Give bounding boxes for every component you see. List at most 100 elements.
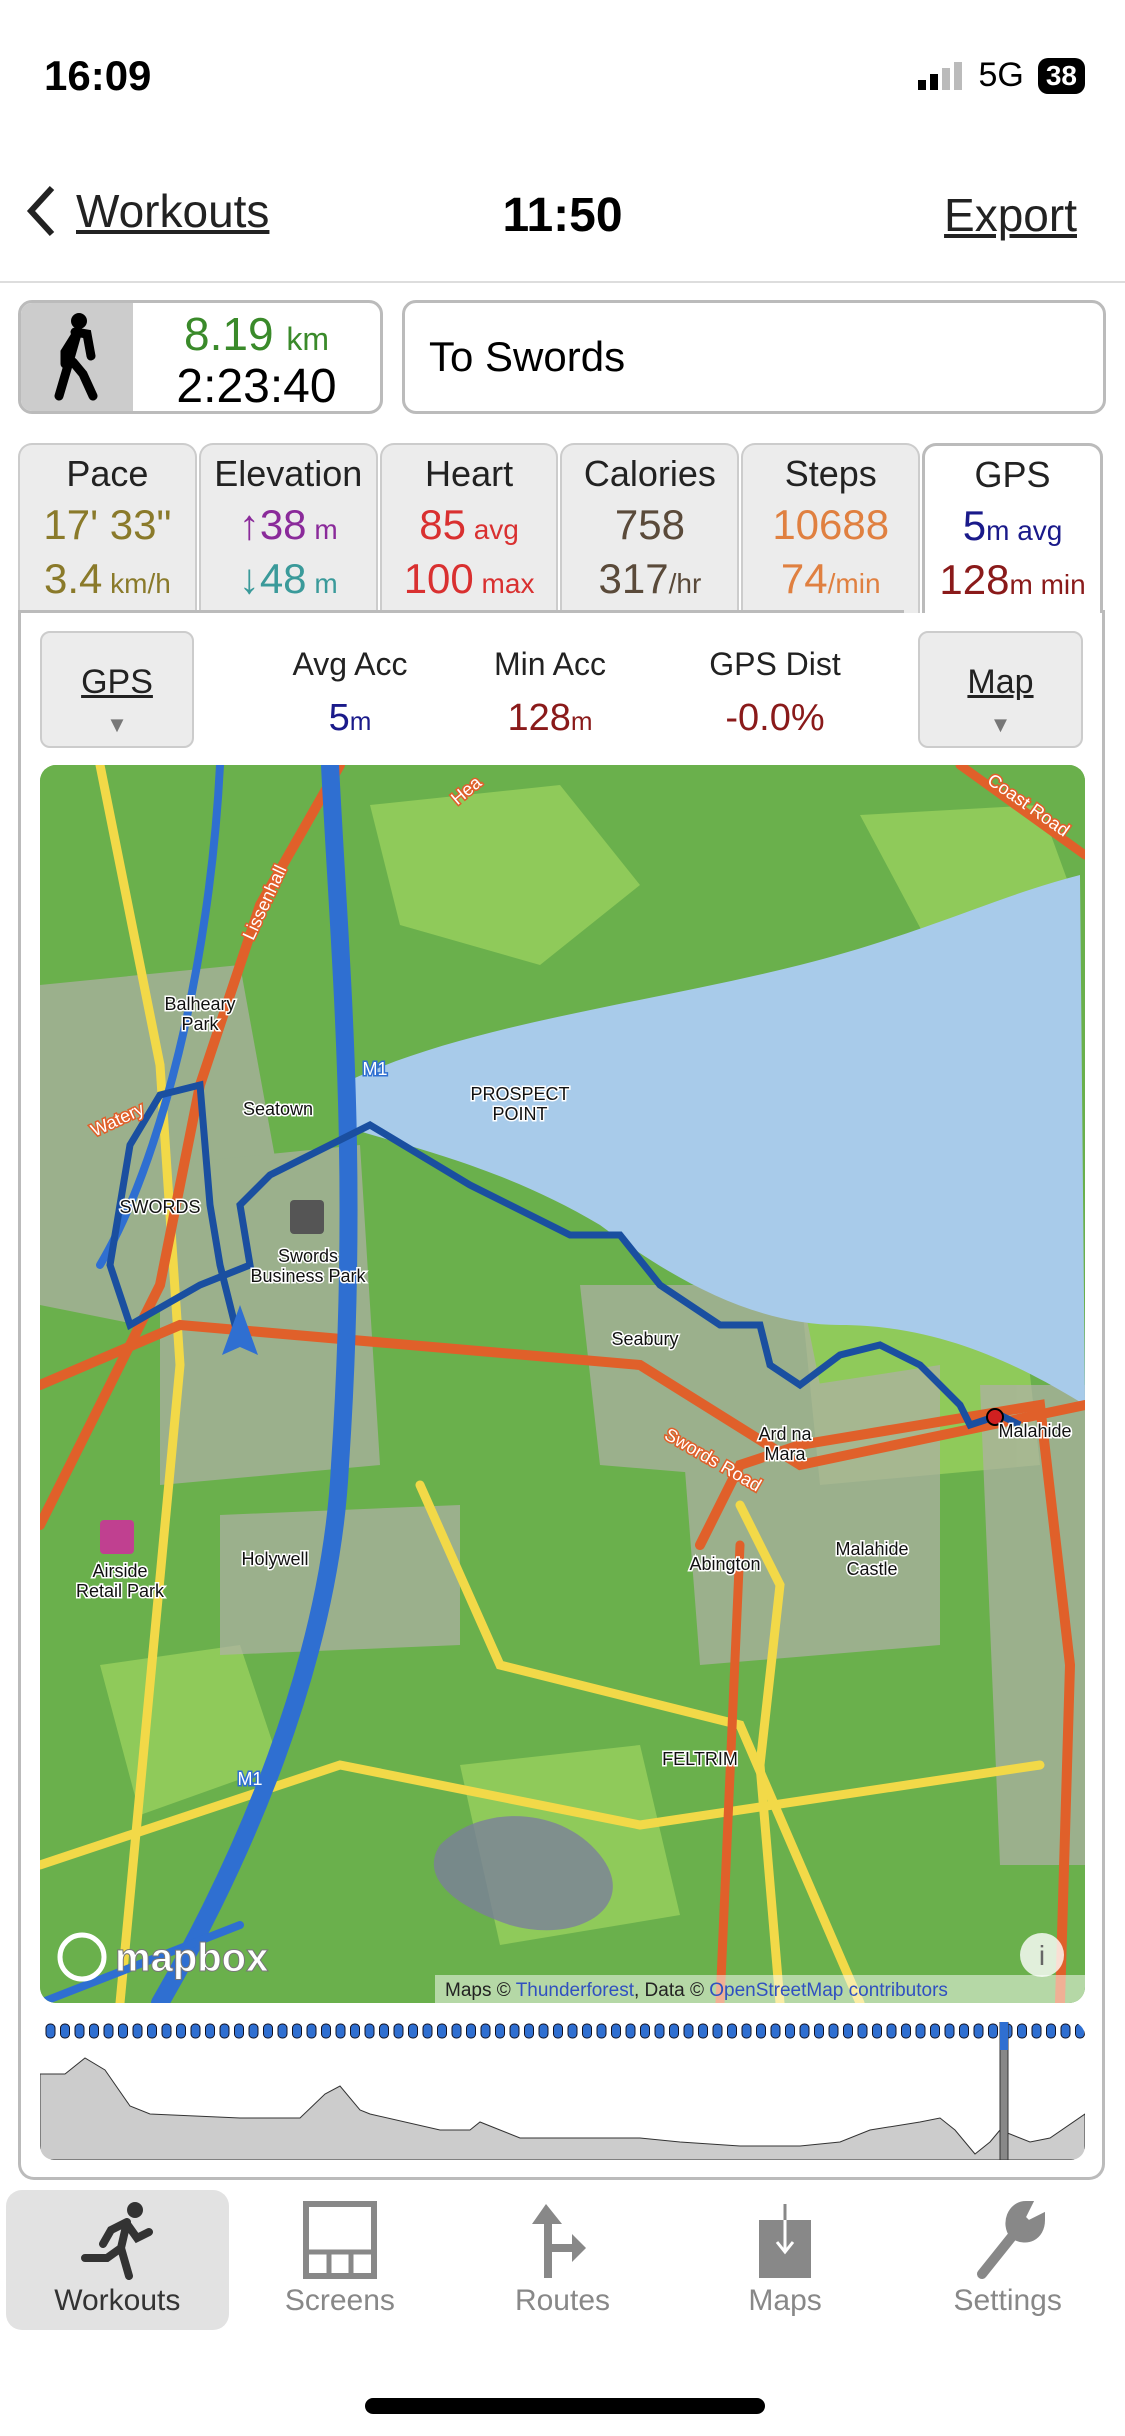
gps-dot xyxy=(292,2023,302,2039)
map-label: M1 xyxy=(237,1769,262,1789)
gps-dot xyxy=(741,2023,752,2039)
tab-title: Elevation xyxy=(214,453,363,494)
gps-dot xyxy=(495,2023,505,2039)
osm-link[interactable]: OpenStreetMap contributors xyxy=(709,1980,948,2001)
tab-screens[interactable]: Screens xyxy=(229,2190,452,2330)
gps-dot xyxy=(770,2023,781,2039)
gps-dot xyxy=(785,2023,795,2039)
gps-dot xyxy=(509,2023,520,2039)
route-end-marker xyxy=(986,1408,1004,1426)
signal-icon xyxy=(918,61,963,90)
dropdown-arrow-icon: ▼ xyxy=(106,712,128,737)
map-label: PROSPECT xyxy=(470,1084,569,1104)
wrench-icon xyxy=(976,2200,1045,2279)
tab-value-1: 85 xyxy=(419,501,466,548)
workout-name-field[interactable]: To Swords xyxy=(402,300,1106,414)
tab-elevation[interactable]: Elevation ↑38 m ↓48 m xyxy=(198,443,378,613)
gps-dot xyxy=(393,2023,404,2039)
elevation-profile[interactable] xyxy=(40,2022,1085,2160)
gps-dot xyxy=(669,2023,679,2039)
running-icon xyxy=(81,2202,154,2280)
panel-border xyxy=(18,610,904,613)
position-cursor[interactable] xyxy=(999,2022,1009,2160)
gps-dot xyxy=(234,2023,244,2039)
gps-dot xyxy=(814,2023,824,2039)
gps-dot xyxy=(379,2023,389,2039)
maps-download-icon xyxy=(759,2204,812,2278)
tab-steps[interactable]: Steps 10688 74/min xyxy=(741,443,921,613)
tab-unit-2: km/h xyxy=(102,568,171,599)
gps-dot xyxy=(45,2023,56,2039)
elevation-area xyxy=(40,2057,1085,2160)
tab-value-2: 3.4 xyxy=(43,555,103,602)
divider xyxy=(0,281,1125,283)
tab-title: Calories xyxy=(583,453,716,494)
map-label: Park xyxy=(181,1014,219,1034)
gps-dot xyxy=(205,2023,215,2039)
tab-label: Settings xyxy=(953,2284,1062,2317)
gps-dot xyxy=(176,2023,186,2039)
workout-summary[interactable]: 8.19 km 2:23:40 xyxy=(18,300,383,414)
gps-dot xyxy=(1046,2023,1056,2039)
gps-dot xyxy=(553,2023,563,2039)
gps-dot xyxy=(437,2023,447,2039)
avg-acc-stat: Avg Acc 5m xyxy=(250,646,450,740)
metric-tabs: Pace 17' 33" 3.4 km/h Elevation ↑38 m ↓48… xyxy=(18,443,1105,613)
map-label: Abington xyxy=(689,1554,760,1574)
tab-value-1: 17' 33" xyxy=(43,501,172,548)
tab-pace[interactable]: Pace 17' 33" 3.4 km/h xyxy=(18,443,197,613)
gps-dropdown-button[interactable]: GPS ▼ xyxy=(40,631,194,748)
tab-gps[interactable]: GPS 5m avg 128m min xyxy=(922,443,1103,613)
tab-settings[interactable]: Settings xyxy=(896,2190,1119,2330)
cursor-top xyxy=(1000,2022,1008,2050)
tab-value-2: 128 xyxy=(939,556,1010,603)
route-map[interactable]: Balheary Park Seatown SWORDS Watery Liss… xyxy=(40,765,1085,2003)
gps-dot xyxy=(480,2023,491,2039)
stat-value: 128 xyxy=(507,697,571,739)
map-label: Swords xyxy=(278,1246,338,1266)
map-label: Malahide xyxy=(998,1421,1071,1441)
tab-workouts[interactable]: Workouts xyxy=(6,2190,229,2330)
tab-routes[interactable]: Routes xyxy=(451,2190,674,2330)
gps-dot xyxy=(466,2023,476,2039)
map-label: Seabury xyxy=(611,1329,678,1349)
gps-dot xyxy=(988,2023,998,2039)
route-line xyxy=(106,1080,1022,1430)
back-button[interactable]: Workouts xyxy=(26,184,269,238)
tab-calories[interactable]: Calories 758 317/hr xyxy=(560,443,740,613)
gps-dot xyxy=(422,2023,433,2039)
export-button[interactable]: Export xyxy=(944,189,1077,241)
gps-dot xyxy=(698,2023,708,2039)
back-label: Workouts xyxy=(76,185,270,237)
tab-title: Pace xyxy=(66,453,149,494)
attr-data: , Data © xyxy=(634,1980,709,2001)
tab-maps[interactable]: Maps xyxy=(674,2190,897,2330)
gps-dot xyxy=(89,2023,99,2039)
map-label: Ard na xyxy=(758,1424,812,1444)
thunderforest-link[interactable]: Thunderforest xyxy=(516,1980,635,2001)
tab-unit-1: m avg xyxy=(986,515,1063,546)
tab-title: Heart xyxy=(425,453,514,494)
gps-dot xyxy=(103,2023,114,2039)
gps-dot xyxy=(321,2023,331,2039)
gps-dot xyxy=(973,2023,984,2039)
tab-bar: Workouts Screens Routes Maps Settings xyxy=(0,2190,1125,2330)
tab-heart[interactable]: Heart 85 avg 100 max xyxy=(379,443,559,613)
map-label: M1 xyxy=(362,1059,387,1079)
tab-title: GPS xyxy=(974,454,1051,495)
status-icons: 5G 38 xyxy=(918,56,1085,95)
gps-dot xyxy=(335,2023,346,2039)
map-dropdown-button[interactable]: Map ▼ xyxy=(918,631,1083,748)
gps-dot xyxy=(756,2023,766,2039)
gps-dot xyxy=(306,2023,317,2039)
map-water xyxy=(340,875,1085,1405)
gps-dot xyxy=(147,2023,157,2039)
info-button[interactable] xyxy=(1020,1933,1064,1977)
chevron-left-icon xyxy=(26,185,55,237)
gps-dot xyxy=(582,2023,592,2039)
map-attribution: Maps © Thunderforest, Data © OpenStreetM… xyxy=(445,1980,948,2001)
tab-unit-2: max xyxy=(473,568,535,599)
mapbox-logo: mapbox xyxy=(115,1936,268,1980)
gps-dot xyxy=(74,2023,85,2039)
gps-dot xyxy=(611,2023,621,2039)
